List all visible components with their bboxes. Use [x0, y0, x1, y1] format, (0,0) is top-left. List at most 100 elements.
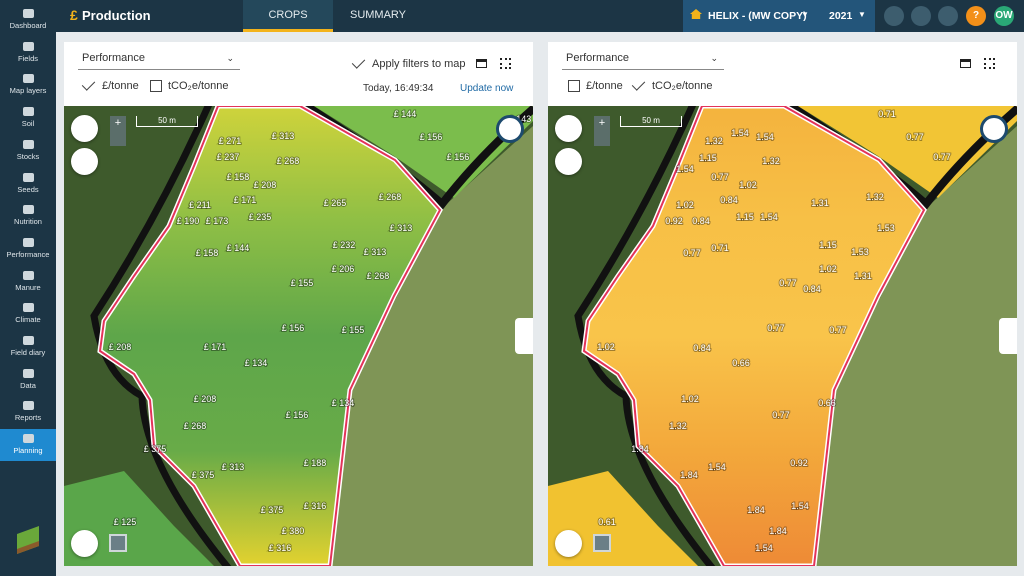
sidebar-item[interactable]: Manure	[0, 266, 56, 298]
map-value-label: £ 211	[189, 200, 211, 210]
map-value-label: £ 156	[282, 323, 305, 333]
map-value-label: £ 156	[286, 410, 309, 420]
metric-option[interactable]: £/tonne	[568, 78, 623, 94]
help-button[interactable]: ?	[966, 6, 986, 26]
map-value-label: £ 313	[222, 462, 245, 472]
metric-option[interactable]: tCO₂e/tonne	[631, 77, 713, 94]
user-avatar[interactable]: OW	[994, 6, 1014, 26]
map-value-label: £ 313	[272, 131, 295, 141]
neighbour-field-top	[314, 106, 533, 198]
map-value-label: 1.32	[762, 156, 780, 166]
home-button[interactable]	[555, 115, 582, 142]
farm-selector-bg	[683, 0, 875, 32]
map-value-label: £ 265	[324, 198, 347, 208]
map-value-label: 0.84	[803, 284, 821, 294]
search-button[interactable]	[71, 148, 98, 175]
neighbour-field-top	[798, 106, 1017, 198]
zoom-in[interactable]: +	[110, 116, 126, 146]
compass[interactable]	[496, 115, 524, 143]
map-value-label: 0.84	[693, 343, 711, 353]
map-value-label: 1.02	[819, 264, 837, 274]
zoom-in[interactable]: +	[594, 116, 610, 146]
tab[interactable]: CROPS	[243, 0, 333, 32]
map-value-label: 0.71	[878, 109, 896, 119]
apply-filters[interactable]: Apply filters to map	[351, 55, 466, 72]
map-value-label: £ 188	[304, 458, 327, 468]
tab[interactable]: SUMMARY	[349, 9, 407, 21]
map-value-label: £ 268	[379, 192, 402, 202]
map-value-label: £ 313	[390, 223, 413, 233]
top-bar: £ Production CROPS SUMMARY HELIX - (MW CO…	[56, 0, 1024, 32]
performance-dropdown[interactable]: Performance ⌄	[562, 48, 724, 70]
sidebar-item[interactable]: Fields	[0, 37, 56, 69]
fullscreen-button[interactable]	[476, 59, 487, 68]
map-value-label: £ 134	[245, 358, 268, 368]
info-button[interactable]	[593, 534, 611, 552]
sidebar-label: Field diary	[10, 348, 46, 357]
map-value-label: £ 144	[394, 109, 417, 119]
sidebar-item[interactable]: Data	[0, 364, 56, 396]
performance-dropdown[interactable]: Performance ⌄	[78, 48, 240, 70]
sidebar-label: Nutrition	[14, 217, 42, 227]
sidebar-label: Stocks	[16, 151, 40, 161]
neighbour-field-bottom	[548, 471, 698, 566]
year-selector[interactable]: 2021	[829, 10, 853, 22]
side-menu-button[interactable]	[515, 318, 533, 354]
sidebar-item[interactable]: Reports	[0, 396, 56, 428]
map-value-label: £ 208	[109, 342, 132, 352]
road	[90, 106, 232, 566]
sidebar-item[interactable]: Field diary	[0, 331, 56, 363]
collapse-button[interactable]	[984, 58, 995, 69]
right-panel: Performance ⌄ £/tonne tCO₂e/tonne 0.71 0.77 0.…	[548, 42, 1017, 566]
map-value-label: £ 313	[364, 247, 387, 257]
sidebar-icon	[22, 336, 34, 345]
compass[interactable]	[980, 115, 1008, 143]
map-value-label: 1.53	[877, 223, 895, 233]
sidebar-item[interactable]: Nutrition	[0, 200, 56, 232]
field-outline	[98, 106, 442, 566]
checkbox	[150, 80, 162, 92]
map-value-label: 1.54	[708, 462, 726, 472]
refresh-button[interactable]	[938, 6, 958, 26]
collapse-button[interactable]	[500, 58, 511, 69]
layers-button[interactable]	[71, 530, 98, 557]
sidebar-item[interactable]: Dashboard	[0, 4, 56, 36]
sidebar-item[interactable]: Soil	[0, 102, 56, 134]
fullscreen-button[interactable]	[960, 59, 971, 68]
users-button[interactable]	[884, 6, 904, 26]
metric-option[interactable]: tCO₂e/tonne	[150, 78, 229, 94]
sidebar-item[interactable]: Planning	[0, 429, 56, 462]
sidebar-item[interactable]: Climate	[0, 298, 56, 330]
sidebar-item[interactable]: Stocks	[0, 135, 56, 167]
side-menu-button[interactable]	[999, 318, 1017, 354]
sidebar-label: Soil	[21, 119, 35, 129]
info-button[interactable]	[109, 534, 127, 552]
map-value-label: £ 237	[217, 152, 240, 162]
map-value-label: £ 232	[333, 240, 356, 250]
sidebar-item[interactable]: Seeds	[0, 168, 56, 200]
layers-button[interactable]	[555, 530, 582, 557]
apply-filters-label: Apply filters to map	[372, 58, 466, 70]
sidebar-item[interactable]: Map layers	[0, 69, 56, 101]
sidebar-icon	[22, 107, 34, 117]
map-value-label: £ 158	[227, 172, 250, 182]
flag-button[interactable]	[911, 6, 931, 26]
map-value-label: £ 125	[114, 517, 137, 527]
sidebar-item[interactable]: Performance	[0, 233, 56, 265]
metric-option[interactable]: £/tonne	[81, 77, 139, 94]
map-value-label: £ 155	[342, 325, 365, 335]
map-value-label: 0.92	[665, 216, 683, 226]
sidebar-icon	[22, 172, 34, 182]
home-button[interactable]	[71, 115, 98, 142]
timestamp: Today, 16:49:34	[363, 83, 434, 94]
sidebar-icon	[22, 74, 34, 84]
farm-selector[interactable]: HELIX - (MW COPY)	[708, 10, 807, 22]
update-now[interactable]: Update now	[460, 83, 514, 94]
search-button[interactable]	[555, 148, 582, 175]
map-value-label: £ 134	[332, 398, 355, 408]
option-label: £/tonne	[102, 80, 139, 92]
map-value-label: 1.32	[705, 136, 723, 146]
map-value-label: 1.84	[631, 444, 649, 454]
app-logo	[17, 525, 39, 555]
